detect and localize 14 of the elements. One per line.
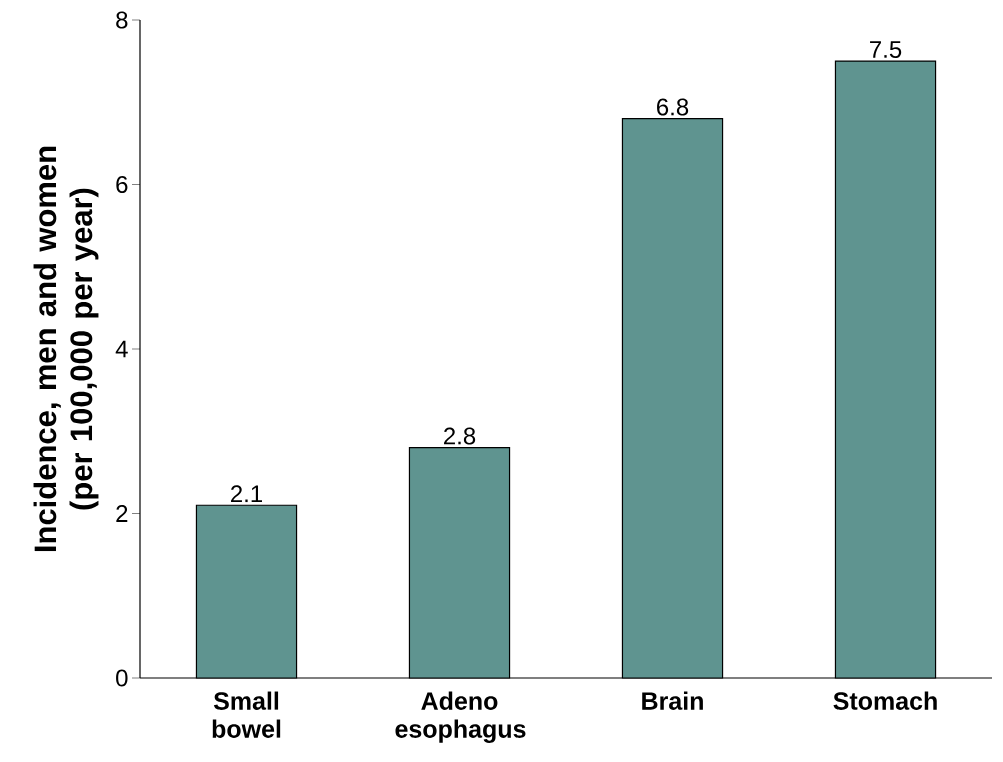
x-tick-label: Adeno esophagus (395, 691, 526, 743)
x-tick-label: Stomach (833, 691, 937, 710)
y-tick-label: 0 (116, 669, 128, 687)
data-label: 2.8 (444, 427, 476, 445)
y-tick-label: 2 (116, 505, 128, 522)
data-label: 2.1 (231, 485, 263, 503)
y-tick-label: 4 (115, 340, 128, 358)
data-label: 7.5 (870, 41, 902, 58)
data-label: 6.8 (657, 98, 689, 116)
y-tick-label: 8 (116, 11, 128, 29)
x-tick-label: Brain (642, 691, 703, 710)
y-tick-label: 6 (116, 175, 128, 193)
y-axis-title: Incidence, men and women (per 100,000 per year) (33, 146, 99, 552)
x-tick-label: Small bowel (212, 691, 281, 738)
